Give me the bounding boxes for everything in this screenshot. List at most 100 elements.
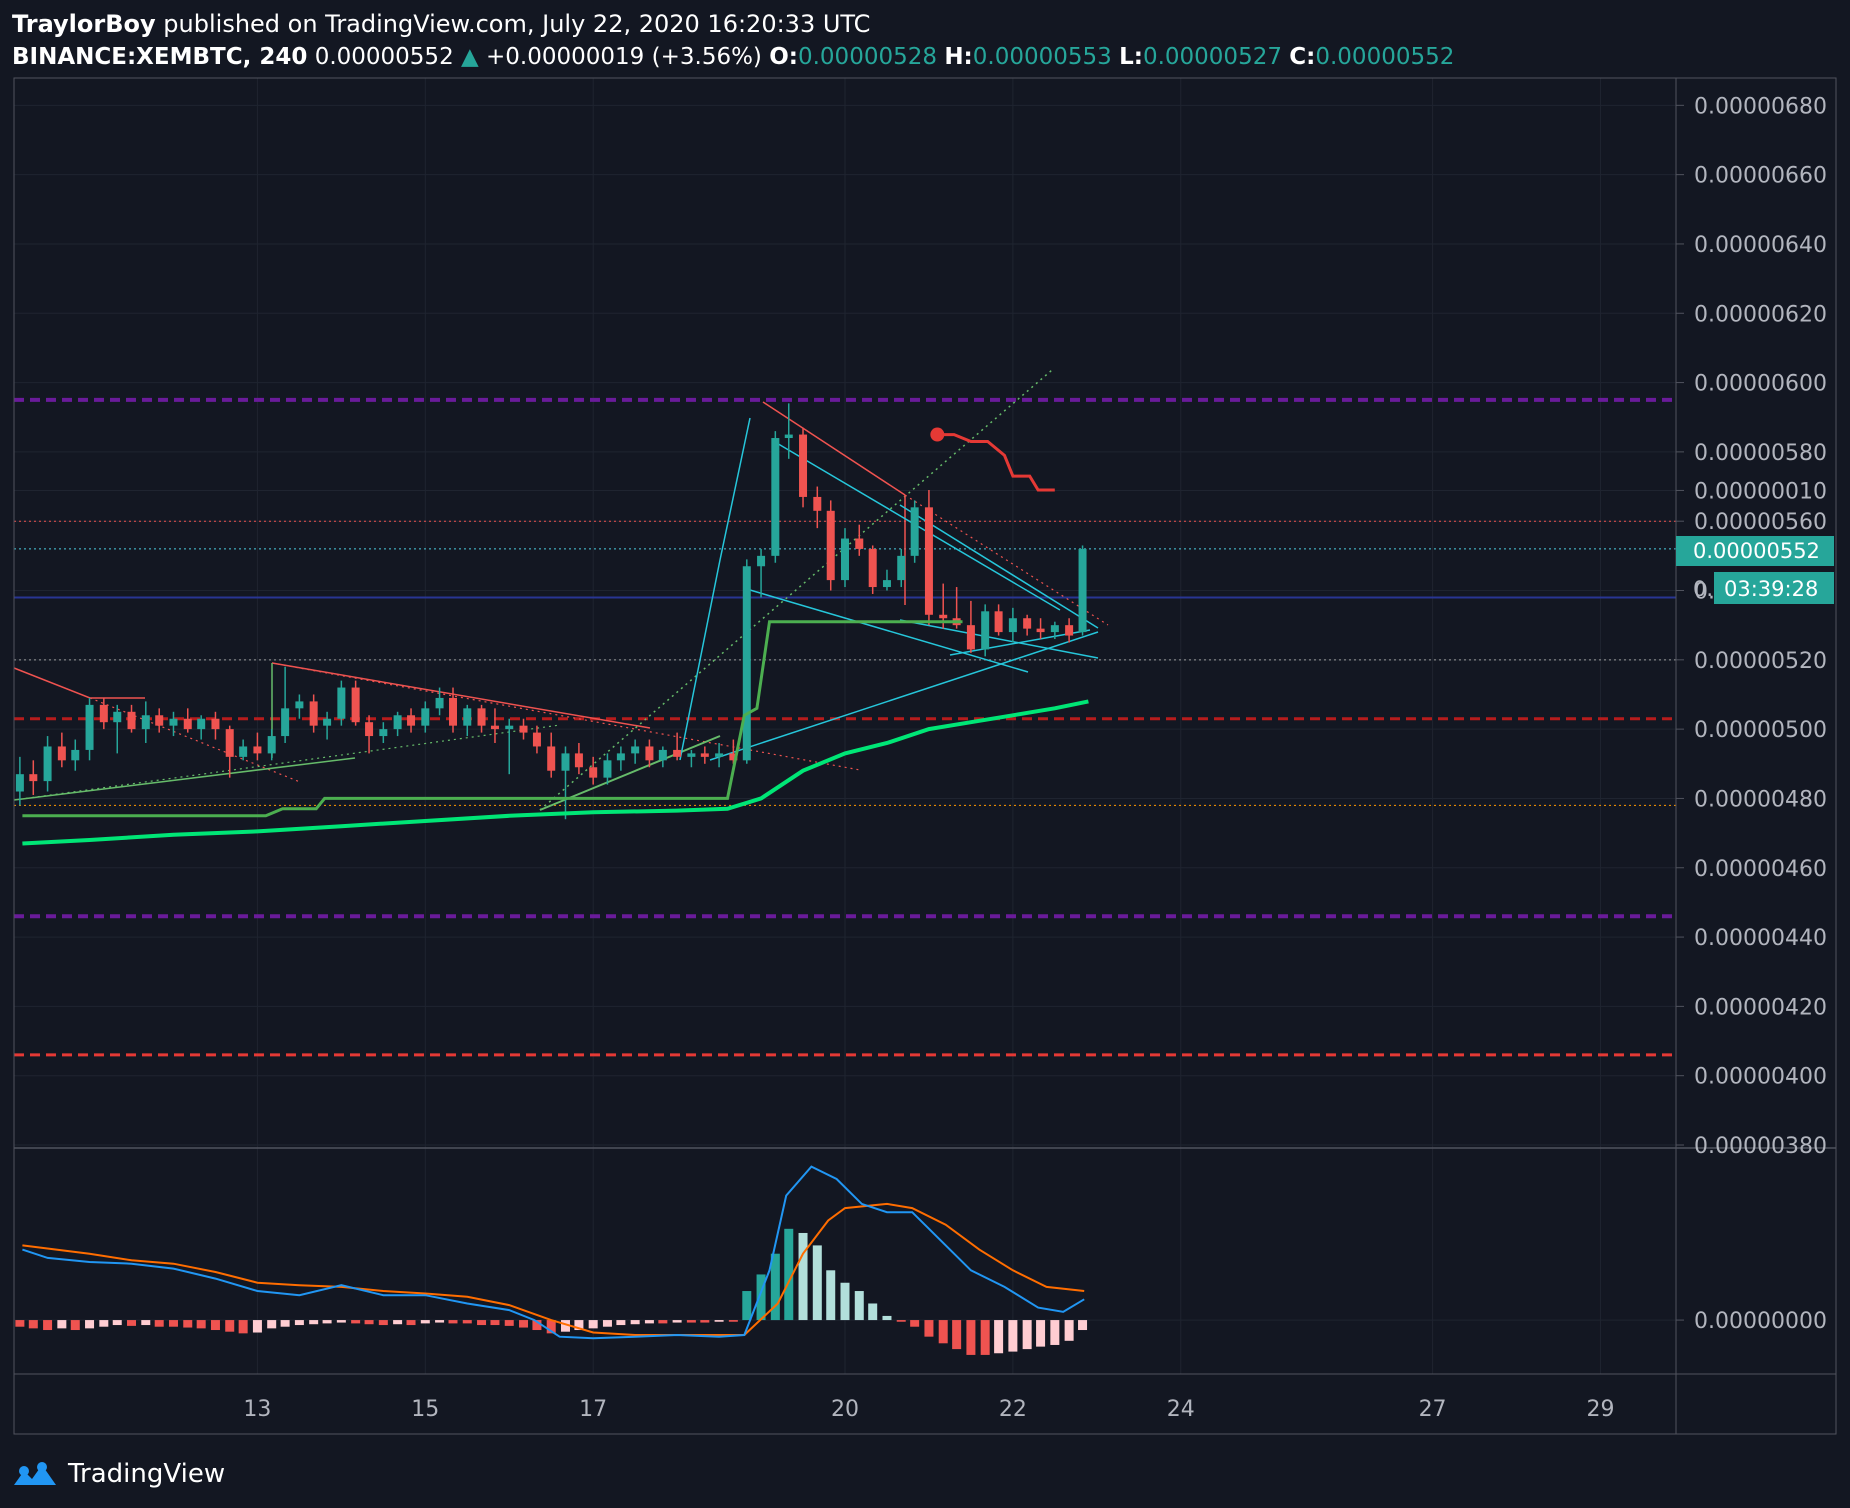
macd-histogram-bar[interactable]: [966, 1320, 976, 1355]
macd-histogram-bar[interactable]: [840, 1282, 850, 1321]
macd-histogram-bar[interactable]: [532, 1320, 542, 1331]
candle-body[interactable]: [715, 753, 724, 757]
trendline-green-lower[interactable]: [13, 757, 356, 801]
candle-body[interactable]: [505, 725, 514, 730]
candle-body[interactable]: [1078, 548, 1087, 633]
macd-histogram-bar[interactable]: [602, 1320, 612, 1327]
macd-histogram-bar[interactable]: [728, 1320, 738, 1322]
macd-histogram-bar[interactable]: [616, 1320, 626, 1326]
macd-histogram-bar[interactable]: [574, 1320, 584, 1331]
time-axis[interactable]: 13 15 17 20 22 24 27 29: [243, 1397, 1614, 1422]
wedge-cyan-spike[interactable]: [679, 417, 751, 761]
horizontal-levels[interactable]: [14, 397, 1676, 1057]
candle-body[interactable]: [547, 746, 556, 771]
macd-histogram-bar[interactable]: [658, 1320, 668, 1324]
macd-histogram-bar[interactable]: [588, 1320, 598, 1329]
candle-body[interactable]: [141, 715, 150, 730]
macd-histogram-bar[interactable]: [1036, 1320, 1046, 1347]
symbol-interval[interactable]: BINANCE:XEMBTC, 240: [12, 44, 308, 70]
candle-body[interactable]: [127, 711, 136, 730]
candle-body[interactable]: [155, 715, 164, 726]
candle-body[interactable]: [435, 697, 444, 709]
candle-body[interactable]: [841, 538, 849, 581]
candle-body[interactable]: [603, 760, 612, 778]
candle-body[interactable]: [421, 708, 430, 726]
macd-histogram-bar[interactable]: [1078, 1320, 1088, 1331]
trendline-red-upper[interactable]: [271, 662, 651, 729]
candle-body[interactable]: [169, 718, 178, 726]
candle-body[interactable]: [99, 704, 108, 723]
macd-histogram-bar[interactable]: [183, 1320, 193, 1328]
macd-histogram-bar[interactable]: [1064, 1320, 1074, 1341]
macd-histogram-bar[interactable]: [546, 1320, 556, 1334]
candle-body[interactable]: [1036, 628, 1045, 633]
tradingview-logo-icon[interactable]: [12, 1459, 58, 1489]
candle-body[interactable]: [799, 434, 808, 497]
candle-body[interactable]: [784, 434, 793, 439]
macd-histogram-bar[interactable]: [644, 1320, 654, 1324]
macd-histogram-bar[interactable]: [351, 1320, 361, 1324]
candle-body[interactable]: [71, 749, 80, 761]
candle-body[interactable]: [589, 767, 598, 778]
macd-line[interactable]: [22, 1165, 1085, 1340]
wedge-cyan-lower2[interactable]: [899, 619, 1099, 659]
candle-body[interactable]: [183, 718, 192, 730]
macd-histogram-bar[interactable]: [686, 1320, 696, 1323]
trendline-red-dotted-left[interactable]: [89, 697, 301, 783]
macd-histogram-bar[interactable]: [280, 1320, 290, 1327]
macd-histogram-bar[interactable]: [154, 1320, 164, 1327]
candle-body[interactable]: [337, 687, 346, 719]
candle-body[interactable]: [477, 708, 486, 726]
candle-body[interactable]: [351, 687, 360, 723]
candle-body[interactable]: [981, 611, 990, 650]
candle-body[interactable]: [43, 746, 52, 782]
candle-body[interactable]: [574, 753, 583, 768]
price-axis[interactable]: 0.00000380 0.00000400 0.00000420 0.00000440…: [1676, 94, 1827, 1159]
macd-histogram-bar[interactable]: [504, 1320, 514, 1326]
candle-body[interactable]: [197, 718, 206, 730]
candle-body[interactable]: [225, 729, 234, 757]
candle-body[interactable]: [519, 725, 528, 733]
macd-histogram-bar[interactable]: [420, 1320, 430, 1324]
candle-body[interactable]: [1023, 618, 1032, 629]
candle-body[interactable]: [393, 715, 402, 730]
macd-histogram-bar[interactable]: [700, 1320, 710, 1323]
candle-body[interactable]: [658, 749, 667, 761]
candle-body[interactable]: [631, 746, 640, 754]
trendline-red-dotted-wedge[interactable]: [904, 494, 1109, 626]
candle-body[interactable]: [295, 701, 304, 709]
candle-body[interactable]: [924, 507, 933, 615]
macd-histogram-bar[interactable]: [448, 1320, 458, 1324]
macd-histogram-bar[interactable]: [519, 1320, 529, 1328]
tradingview-brand[interactable]: TradingView: [68, 1459, 226, 1489]
candle-body[interactable]: [616, 753, 625, 761]
candles[interactable]: [15, 403, 1087, 820]
macd-histogram-bar[interactable]: [168, 1320, 178, 1327]
macd-histogram-bar[interactable]: [378, 1320, 388, 1326]
macd-histogram-bar[interactable]: [85, 1320, 95, 1329]
wedge-cyan-rising[interactable]: [709, 631, 1099, 761]
candle-body[interactable]: [966, 625, 975, 650]
macd-histogram-bar[interactable]: [70, 1320, 80, 1331]
macd-histogram-bar[interactable]: [435, 1320, 445, 1323]
macd-histogram-bar[interactable]: [196, 1320, 206, 1329]
candle-body[interactable]: [939, 614, 948, 619]
candle-body[interactable]: [700, 753, 709, 757]
trendline-red-wedge-top[interactable]: [762, 401, 906, 496]
macd-histogram-bar[interactable]: [364, 1320, 374, 1325]
macd-histogram-bar[interactable]: [1050, 1320, 1060, 1345]
macd-histogram-bar[interactable]: [43, 1320, 53, 1331]
candle-body[interactable]: [532, 732, 541, 747]
candle-body[interactable]: [365, 722, 374, 737]
macd-histogram-bar[interactable]: [826, 1270, 836, 1321]
candle-body[interactable]: [113, 711, 122, 723]
macd-histogram-bar[interactable]: [910, 1320, 920, 1327]
macd-histogram-bar[interactable]: [1008, 1320, 1018, 1352]
trendline-red-dotted[interactable]: [271, 662, 861, 771]
candle-body[interactable]: [757, 555, 766, 567]
macd-histogram-bar[interactable]: [784, 1228, 794, 1321]
macd-histogram-bar[interactable]: [924, 1320, 934, 1337]
macd-histogram-bar[interactable]: [28, 1320, 38, 1329]
macd-histogram-bar[interactable]: [952, 1320, 962, 1350]
